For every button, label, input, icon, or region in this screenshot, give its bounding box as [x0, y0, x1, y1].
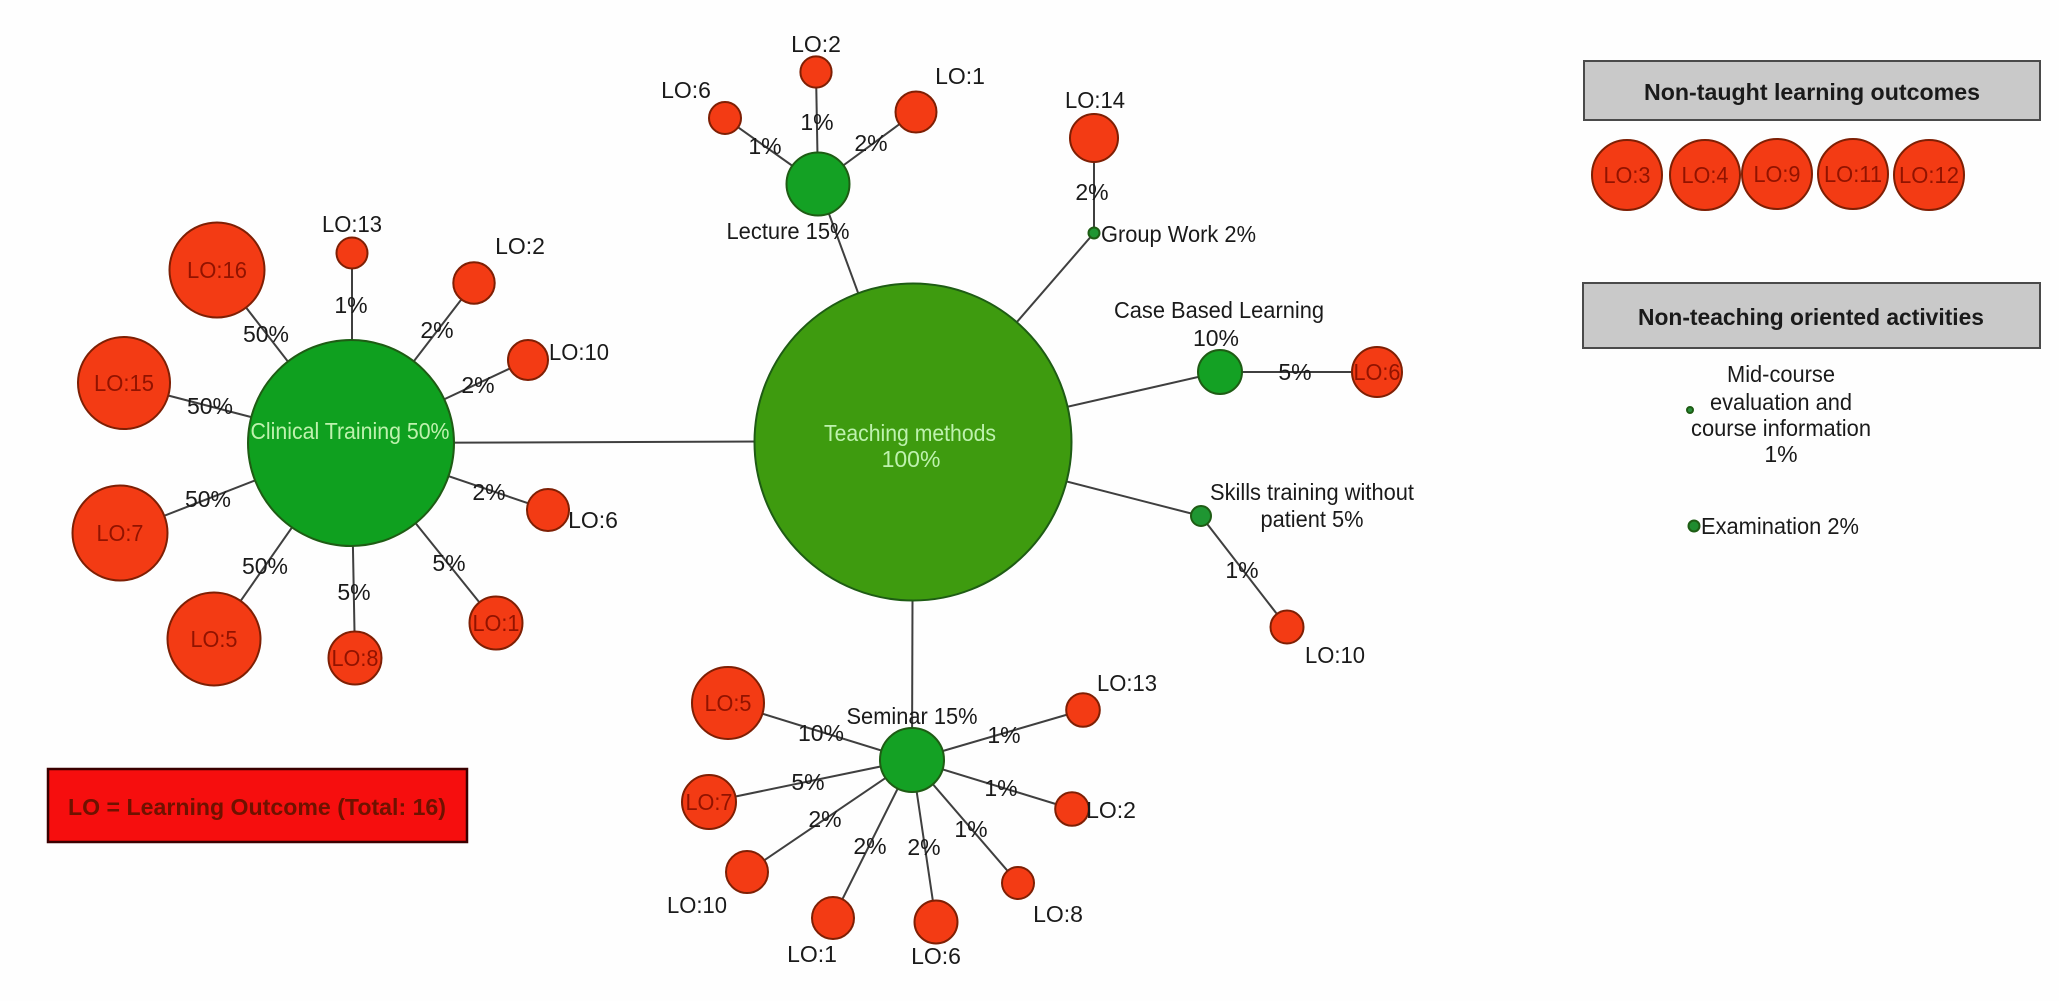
svg-text:LO:7: LO:7 [686, 789, 733, 815]
svg-text:LO:1: LO:1 [787, 941, 837, 967]
svg-text:1%: 1% [954, 816, 987, 842]
svg-text:LO:13: LO:13 [1097, 670, 1157, 696]
svg-text:2%: 2% [472, 479, 505, 505]
svg-text:50%: 50% [242, 553, 288, 579]
svg-text:2%: 2% [1075, 179, 1108, 205]
svg-text:1%: 1% [800, 109, 833, 135]
svg-text:1%: 1% [748, 133, 781, 159]
svg-text:5%: 5% [1278, 359, 1311, 385]
svg-text:LO:8: LO:8 [332, 645, 379, 671]
svg-text:LO:11: LO:11 [1824, 161, 1882, 187]
svg-text:LO:6: LO:6 [661, 77, 711, 103]
svg-text:50%: 50% [187, 393, 233, 419]
svg-text:Teaching methods: Teaching methods [824, 420, 996, 446]
svg-text:LO:6: LO:6 [1354, 359, 1401, 385]
svg-text:LO:10: LO:10 [549, 339, 609, 365]
svg-text:5%: 5% [791, 769, 824, 795]
svg-text:LO:14: LO:14 [1065, 87, 1125, 113]
svg-text:Clinical Training 50%: Clinical Training 50% [251, 418, 450, 444]
svg-text:10%: 10% [1193, 325, 1239, 351]
svg-text:LO:10: LO:10 [667, 892, 727, 918]
svg-text:Lecture 15%: Lecture 15% [727, 218, 850, 244]
svg-text:5%: 5% [337, 579, 370, 605]
svg-text:LO = Learning Outcome (Total:: LO = Learning Outcome (Total: 16) [68, 794, 446, 820]
svg-text:LO:9: LO:9 [1754, 161, 1801, 187]
svg-text:Non-taught learning outcomes: Non-taught learning outcomes [1644, 79, 1980, 105]
svg-text:1%: 1% [334, 292, 367, 318]
svg-text:LO:2: LO:2 [1086, 797, 1136, 823]
svg-text:LO:13: LO:13 [322, 211, 382, 237]
svg-text:10%: 10% [798, 720, 844, 746]
svg-text:LO:2: LO:2 [791, 31, 841, 57]
svg-text:2%: 2% [808, 806, 841, 832]
svg-text:Case Based Learning: Case Based Learning [1114, 297, 1324, 323]
svg-text:LO:2: LO:2 [495, 233, 545, 259]
svg-text:patient 5%: patient 5% [1261, 506, 1364, 532]
svg-text:2%: 2% [854, 130, 887, 156]
svg-text:100%: 100% [882, 446, 941, 472]
svg-text:Skills training without: Skills training without [1210, 479, 1415, 505]
svg-text:Examination 2%: Examination 2% [1701, 513, 1859, 539]
svg-text:2%: 2% [461, 372, 494, 398]
svg-text:1%: 1% [1225, 557, 1258, 583]
svg-text:LO:1: LO:1 [473, 610, 520, 636]
svg-text:2%: 2% [853, 833, 886, 859]
svg-text:LO:10: LO:10 [1305, 642, 1365, 668]
svg-text:1%: 1% [987, 722, 1020, 748]
svg-text:50%: 50% [243, 321, 289, 347]
svg-text:50%: 50% [185, 486, 231, 512]
svg-text:evaluation and: evaluation and [1710, 389, 1852, 415]
svg-text:Non-teaching oriented activiti: Non-teaching oriented activities [1638, 304, 1984, 330]
svg-text:LO:12: LO:12 [1899, 162, 1959, 188]
svg-text:Mid-course: Mid-course [1727, 361, 1835, 387]
svg-text:LO:5: LO:5 [705, 690, 752, 716]
svg-text:LO:16: LO:16 [187, 257, 247, 283]
svg-text:Group Work 2%: Group Work 2% [1101, 221, 1256, 247]
svg-text:5%: 5% [432, 550, 465, 576]
svg-text:1%: 1% [984, 775, 1017, 801]
svg-text:2%: 2% [420, 317, 453, 343]
svg-text:1%: 1% [1764, 441, 1797, 467]
svg-text:LO:6: LO:6 [911, 943, 961, 969]
svg-text:2%: 2% [907, 834, 940, 860]
svg-text:LO:7: LO:7 [97, 520, 144, 546]
svg-text:Seminar 15%: Seminar 15% [847, 703, 978, 729]
svg-text:LO:1: LO:1 [935, 63, 985, 89]
svg-text:LO:3: LO:3 [1604, 162, 1651, 188]
svg-text:LO:15: LO:15 [94, 370, 154, 396]
svg-text:LO:4: LO:4 [1682, 162, 1729, 188]
svg-text:course information: course information [1691, 415, 1871, 441]
svg-text:LO:6: LO:6 [568, 507, 618, 533]
svg-text:LO:5: LO:5 [191, 626, 238, 652]
svg-text:LO:8: LO:8 [1033, 901, 1083, 927]
